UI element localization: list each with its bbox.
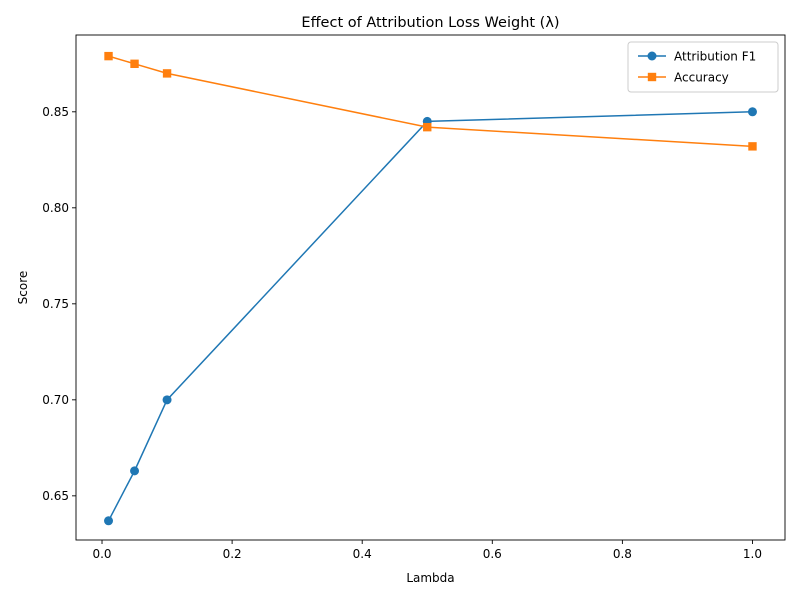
- legend-marker: [647, 51, 657, 61]
- legend-entry-accuracy: Accuracy: [638, 71, 729, 85]
- data-point-attribution-f1: [104, 516, 114, 526]
- legend-box: [627, 41, 779, 93]
- x-tick-label: 0.6: [483, 547, 502, 561]
- x-axis-label: Lambda: [406, 571, 454, 585]
- x-tick-label: 0.8: [613, 547, 632, 561]
- series-accuracy: [104, 51, 757, 151]
- legend-marker: [647, 72, 657, 82]
- legend-entry-attribution-f1: Attribution F1: [638, 50, 756, 64]
- data-point-attribution-f1: [130, 466, 140, 476]
- y-tick-label: 0.75: [42, 297, 69, 311]
- y-axis-ticks: 0.65 0.70 0.75 0.80 0.85: [42, 105, 76, 503]
- y-tick-label: 0.70: [42, 393, 69, 407]
- data-point-attribution-f1: [747, 107, 757, 117]
- legend-label: Accuracy: [674, 71, 729, 85]
- chart-title: Effect of Attribution Loss Weight (λ): [301, 15, 559, 31]
- x-tick-label: 0.2: [223, 547, 242, 561]
- data-point-attribution-f1: [162, 395, 172, 405]
- data-point-accuracy: [748, 142, 757, 151]
- data-point-accuracy: [104, 51, 113, 61]
- data-point-accuracy: [130, 59, 139, 69]
- y-tick-label: 0.80: [42, 201, 69, 215]
- plot-frame: [75, 34, 786, 541]
- x-tick-label: 0.0: [92, 547, 111, 561]
- series-layer: [104, 51, 757, 526]
- y-tick-label: 0.65: [42, 489, 69, 503]
- legend-label: Attribution F1: [674, 50, 756, 64]
- y-tick-label: 0.85: [42, 105, 69, 119]
- series-attribution-f1: [104, 107, 757, 526]
- x-axis-ticks: 0.0 0.2 0.4 0.6 0.8 1.0: [92, 540, 762, 561]
- data-point-accuracy: [423, 122, 432, 132]
- x-tick-label: 0.4: [353, 547, 372, 561]
- data-point-accuracy: [162, 69, 172, 78]
- x-tick-label: 1.0: [743, 547, 762, 561]
- series-line-attribution-f1: [107, 111, 753, 522]
- legend: Attribution F1 Accuracy: [627, 41, 779, 93]
- plot-area: [75, 34, 786, 541]
- y-axis-label: Score: [16, 271, 30, 305]
